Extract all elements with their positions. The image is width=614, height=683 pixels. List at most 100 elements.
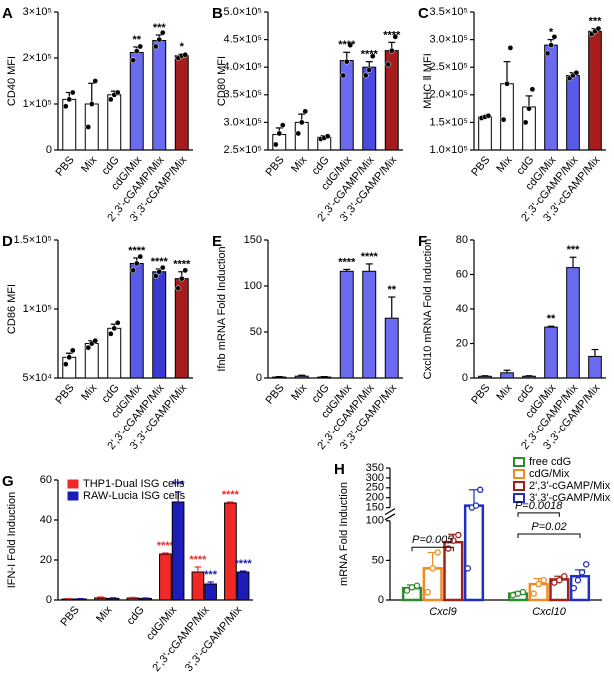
panel-letter: B bbox=[212, 5, 223, 22]
data-point bbox=[551, 33, 558, 40]
panel-letter: A bbox=[2, 5, 13, 22]
y-tick-label: 4.0×10⁵ bbox=[223, 61, 262, 73]
data-point bbox=[485, 112, 492, 119]
x-tick-label: Mix bbox=[94, 604, 115, 625]
bar bbox=[422, 567, 443, 602]
significance: *** bbox=[204, 569, 218, 581]
legend-label: THP1-Dual ISG cells bbox=[83, 478, 185, 490]
panel-letter: E bbox=[212, 233, 222, 250]
bar bbox=[478, 116, 492, 151]
data-point bbox=[369, 53, 376, 60]
y-tick-label: 1×10⁵ bbox=[23, 98, 52, 110]
y-axis-label: CD86 MFI bbox=[6, 284, 18, 334]
data-point bbox=[62, 103, 69, 110]
data-point bbox=[570, 584, 578, 592]
bar bbox=[544, 44, 558, 151]
data-point bbox=[385, 61, 392, 68]
data-point bbox=[62, 361, 69, 368]
axis-break bbox=[384, 513, 396, 521]
data-point bbox=[130, 57, 137, 64]
x-tick-label: Mix bbox=[494, 382, 515, 403]
data-point bbox=[133, 260, 140, 267]
data-point bbox=[535, 580, 542, 588]
bar bbox=[566, 267, 580, 379]
data-point bbox=[107, 96, 114, 103]
data-point bbox=[85, 124, 92, 130]
data-point bbox=[175, 285, 182, 292]
legend-label: 2',3'-cGAMP/Mix bbox=[529, 480, 611, 492]
bar bbox=[152, 40, 167, 151]
data-point bbox=[133, 48, 140, 54]
data-point bbox=[450, 537, 457, 544]
panel-letter: H bbox=[334, 461, 345, 478]
data-point bbox=[434, 549, 441, 556]
y-tick-label: 2.5×10⁵ bbox=[429, 61, 468, 73]
y-tick-label: 200 bbox=[366, 492, 384, 504]
data-point bbox=[92, 78, 99, 84]
bar bbox=[174, 55, 189, 151]
y-axis-label: Ifnb mRNA Fold Induction bbox=[216, 246, 228, 371]
y-tick-label: 300 bbox=[366, 472, 384, 484]
y-tick-label: 1.5×10⁵ bbox=[13, 234, 52, 246]
data-point bbox=[159, 264, 166, 271]
data-point bbox=[92, 337, 99, 344]
data-point bbox=[114, 89, 121, 96]
y-axis-label: Cxcl10 mRNA Fold Induction bbox=[422, 239, 434, 380]
data-point bbox=[178, 275, 185, 282]
y-tick-label: 0 bbox=[256, 372, 262, 384]
panel-letter: F bbox=[418, 233, 427, 250]
data-point bbox=[156, 36, 163, 43]
y-tick-label: 3.5×10⁵ bbox=[223, 89, 262, 101]
x-tick-label: 2',3'-cGAMP/Mix bbox=[150, 604, 212, 674]
x-tick-label: PBS bbox=[469, 154, 492, 179]
y-tick-label: 250 bbox=[366, 482, 384, 494]
data-point bbox=[66, 96, 73, 103]
bar bbox=[171, 501, 185, 601]
y-tick-label: 20 bbox=[40, 554, 52, 566]
significance: **** bbox=[173, 259, 191, 271]
data-point bbox=[343, 58, 350, 65]
bar bbox=[129, 262, 144, 379]
data-point bbox=[455, 531, 462, 539]
bar bbox=[174, 278, 189, 379]
axis-break bbox=[384, 508, 396, 516]
bar bbox=[236, 571, 250, 601]
significance: * bbox=[180, 41, 185, 53]
legend-label: free cdG bbox=[529, 456, 571, 468]
bar bbox=[191, 571, 205, 601]
y-axis-label: IFN-I Fold Induction bbox=[6, 492, 18, 589]
data-point bbox=[340, 72, 347, 79]
y-tick-label: 20 bbox=[456, 337, 468, 349]
data-point bbox=[362, 72, 369, 79]
y-tick-label: 350 bbox=[366, 462, 384, 474]
y-tick-label: 2.0×10⁵ bbox=[429, 89, 468, 101]
data-point bbox=[504, 80, 510, 87]
y-tick-label: 150 bbox=[366, 502, 384, 514]
x-tick-label: PBS bbox=[58, 604, 81, 629]
data-point bbox=[298, 119, 305, 126]
panel-letter: C bbox=[418, 5, 429, 22]
bar bbox=[478, 375, 492, 379]
panel-letter: G bbox=[2, 473, 14, 490]
data-point bbox=[85, 344, 92, 351]
data-point bbox=[137, 43, 144, 50]
significance: ** bbox=[387, 284, 396, 296]
legend-swatch bbox=[513, 469, 525, 479]
data-point bbox=[272, 141, 279, 148]
data-point bbox=[152, 273, 159, 279]
data-point bbox=[526, 105, 532, 112]
data-point bbox=[69, 347, 76, 354]
y-tick-label: 3×10⁵ bbox=[23, 6, 52, 18]
legend-swatch bbox=[513, 481, 525, 491]
significance: *** bbox=[172, 479, 186, 491]
y-tick-label: 4.5×10⁵ bbox=[223, 34, 262, 46]
data-point bbox=[159, 29, 166, 36]
y-tick-label: 50 bbox=[250, 326, 262, 338]
legend-label: 3',3'-cGAMP/Mix bbox=[529, 492, 611, 504]
significance: *** bbox=[567, 244, 581, 256]
data-point bbox=[276, 130, 283, 137]
p-value: P=0.02 bbox=[531, 521, 566, 533]
bar bbox=[522, 375, 536, 379]
legend-swatch bbox=[67, 491, 79, 501]
y-tick-label: 2.5×10⁵ bbox=[223, 144, 262, 156]
